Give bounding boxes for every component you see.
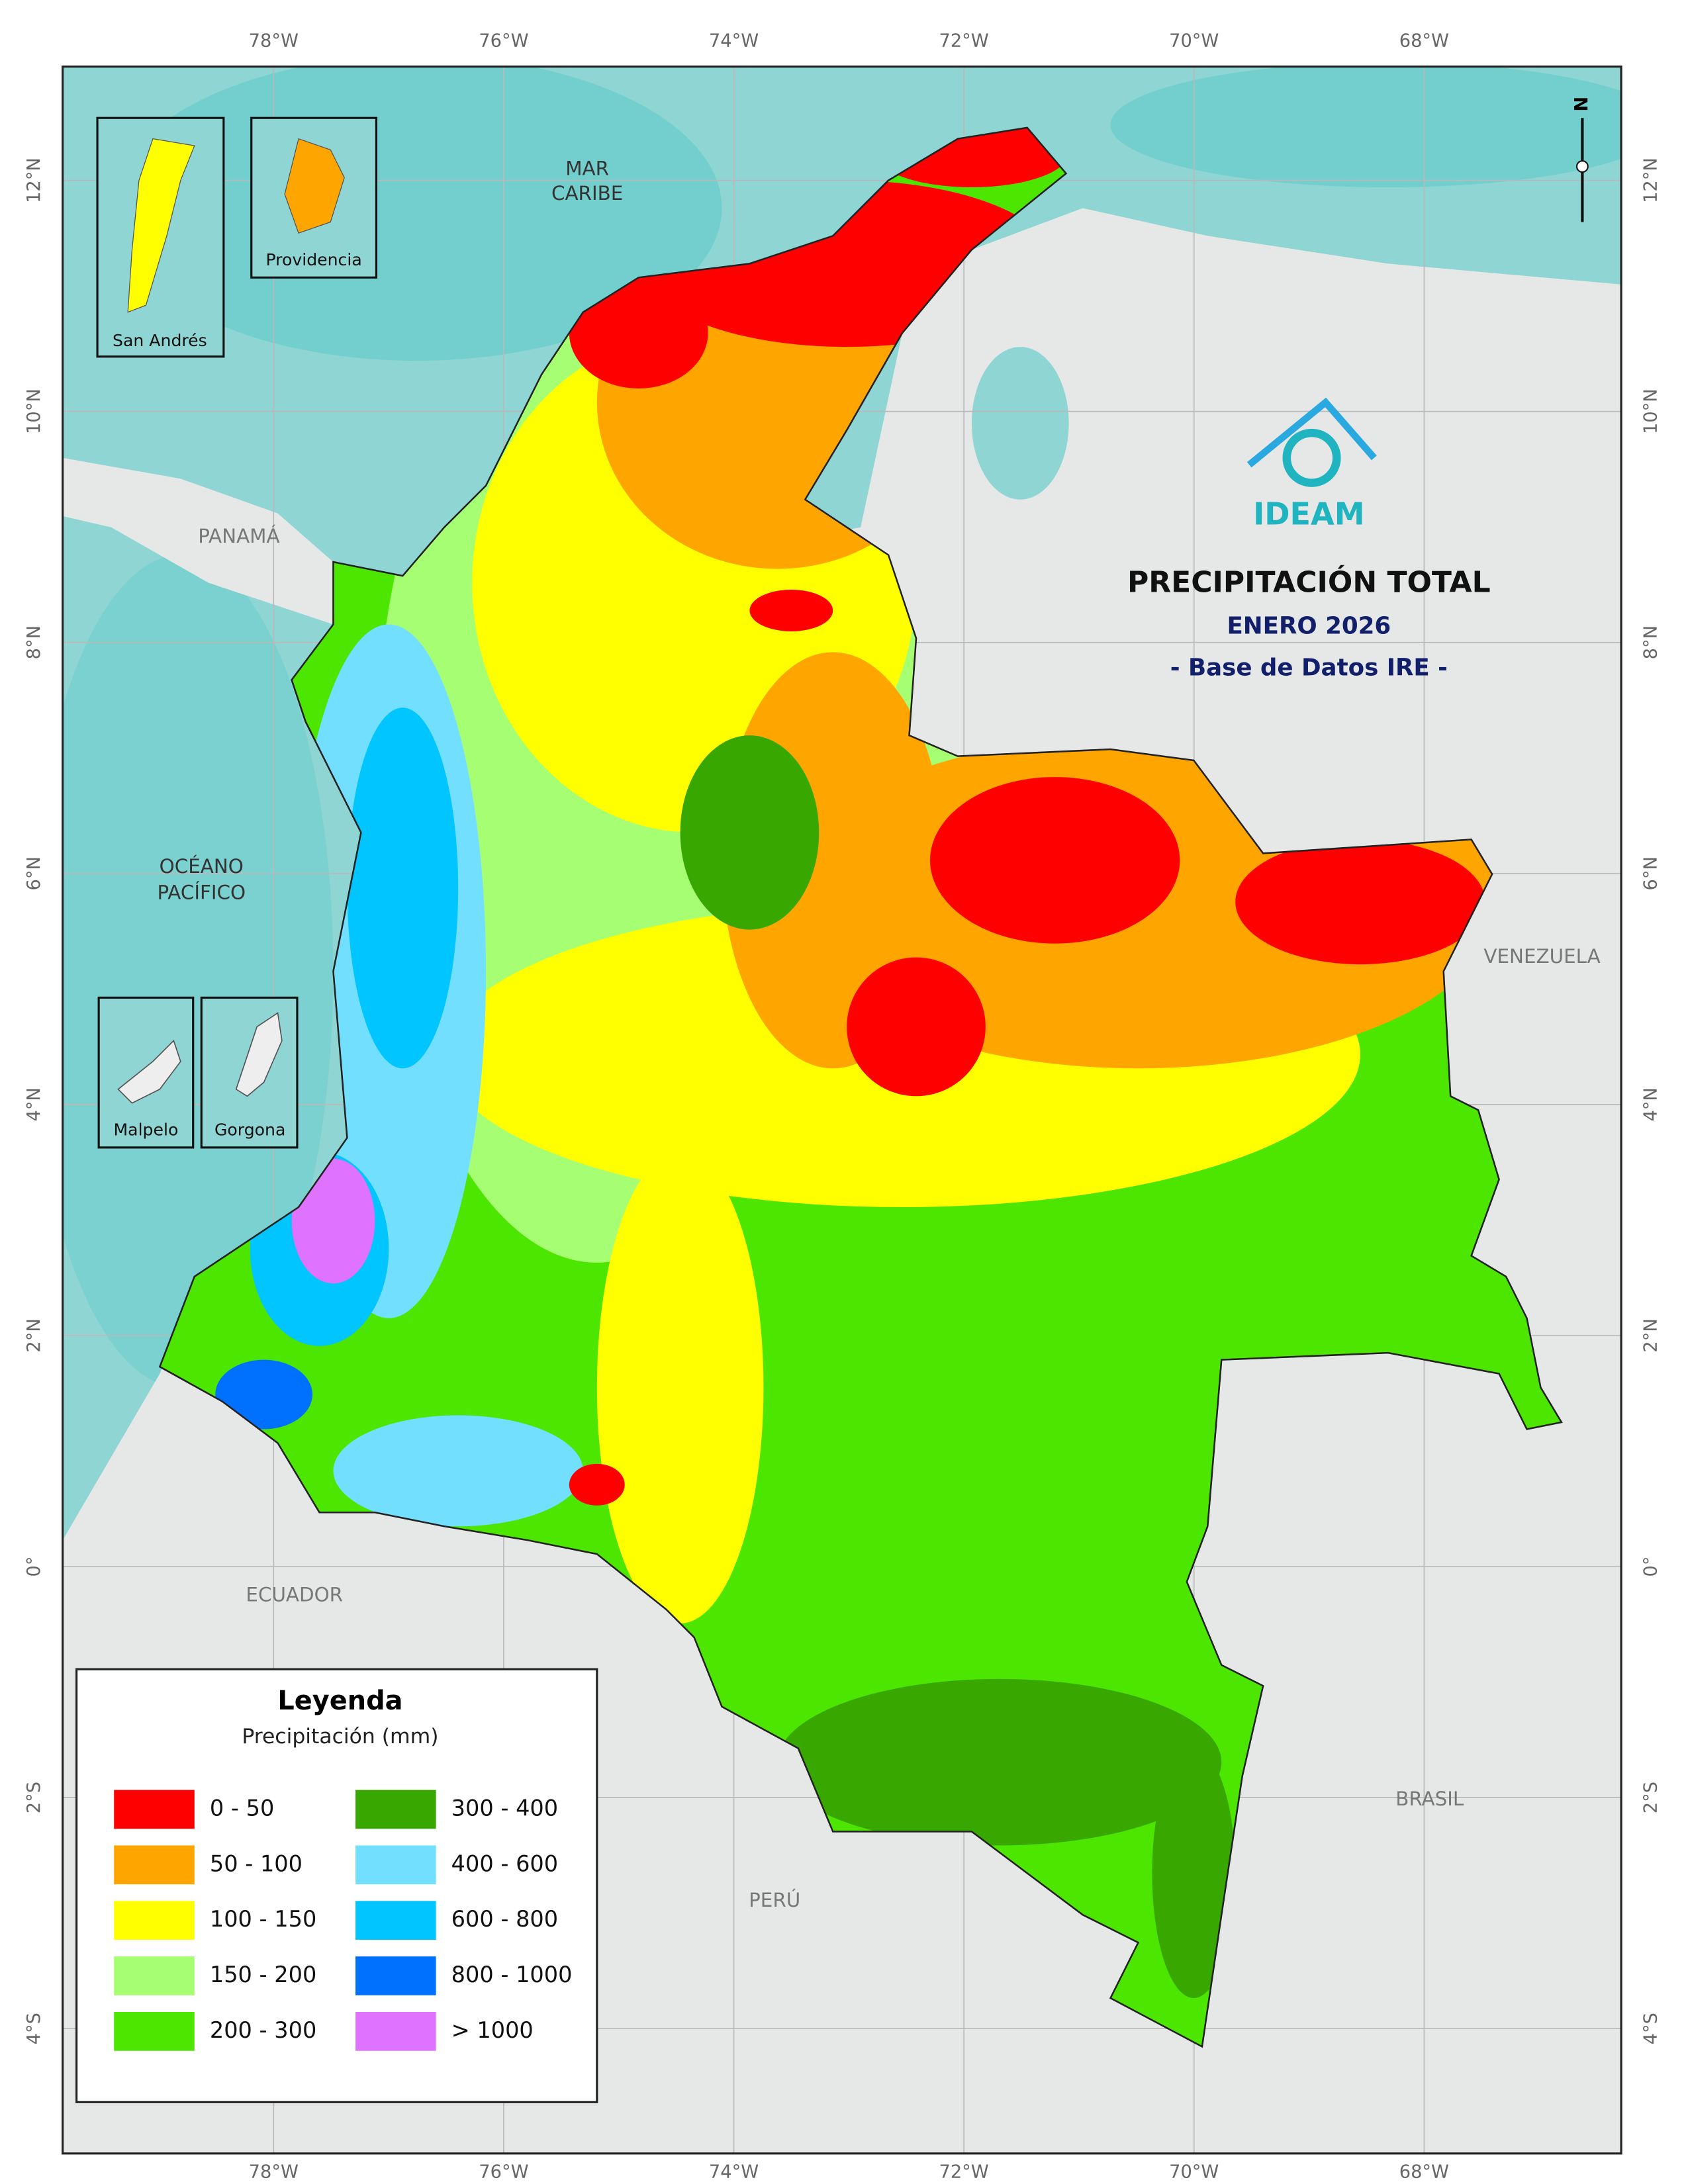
- country-label: ECUADOR: [246, 1584, 343, 1606]
- legend-swatch: [114, 1845, 195, 1885]
- lon-label: 78°W: [249, 2162, 299, 2183]
- map-title: PRECIPITACIÓN TOTAL: [1127, 565, 1491, 600]
- inset-label: Providencia: [265, 250, 361, 269]
- lat-label: 4°S: [1641, 2013, 1662, 2044]
- lake: [971, 347, 1069, 500]
- lon-label: 74°W: [709, 2162, 759, 2183]
- map-period: ENERO 2026: [1227, 613, 1391, 640]
- legend-label: 100 - 150: [210, 1906, 316, 1932]
- lon-label: 72°W: [939, 30, 989, 51]
- lat-label: 6°N: [24, 856, 44, 890]
- lat-label: 4°N: [24, 1087, 44, 1121]
- lat-label: 12°N: [1641, 158, 1662, 203]
- map-source: - Base de Datos IRE -: [1170, 655, 1448, 682]
- legend-swatch: [114, 1790, 195, 1829]
- inset-label: Gorgona: [214, 1120, 285, 1140]
- legend-swatch: [114, 2012, 195, 2051]
- lat-label: 2°S: [1641, 1782, 1662, 1813]
- north-arrow: [1575, 160, 1589, 173]
- sea-label: CARIBE: [551, 182, 623, 205]
- lon-label: 68°W: [1399, 30, 1449, 51]
- legend-subtitle: Precipitación (mm): [242, 1725, 438, 1749]
- lon-label: 74°W: [709, 30, 759, 51]
- legend-swatch: [114, 1956, 195, 1995]
- lat-label: 10°N: [24, 388, 44, 434]
- lat-label: 8°N: [24, 625, 44, 659]
- sea-label: MAR: [565, 157, 609, 179]
- inset-label: Malpelo: [113, 1120, 178, 1140]
- legend-swatch: [355, 1901, 436, 1940]
- legend-label: 200 - 300: [210, 2017, 316, 2043]
- map-frame: [62, 66, 1622, 2155]
- sea-deep: [1110, 66, 1622, 188]
- island: [117, 1039, 181, 1104]
- legend-label: > 1000: [451, 2017, 534, 2043]
- lat-label: 8°N: [1641, 625, 1662, 659]
- lat-label: 6°N: [1641, 856, 1662, 890]
- lat-label: 2°N: [1641, 1318, 1662, 1352]
- lon-label: 70°W: [1169, 30, 1219, 51]
- map-body: [62, 66, 1622, 2154]
- legend-title: Leyenda: [277, 1686, 402, 1716]
- country-label: PANAMÁ: [198, 524, 279, 547]
- north-label: N: [1571, 97, 1592, 112]
- island: [284, 138, 345, 234]
- lon-label: 76°W: [479, 30, 528, 51]
- lat-label: 2°S: [24, 1782, 44, 1813]
- country-label: PERÚ: [749, 1888, 800, 1911]
- sea-label: PACÍFICO: [157, 881, 246, 904]
- legend-label: 50 - 100: [210, 1850, 303, 1876]
- sea-label: OCÉANO: [160, 854, 244, 878]
- lat-label: 12°N: [24, 158, 44, 203]
- legend-swatch: [114, 1901, 195, 1940]
- legend-swatch: [355, 1790, 436, 1829]
- island: [235, 1012, 283, 1097]
- lat-label: 0°: [24, 1557, 44, 1577]
- logo-roof: [1246, 397, 1377, 468]
- lat-label: 0°: [1641, 1557, 1662, 1577]
- logo-text: IDEAM: [1253, 496, 1365, 531]
- legend-label: 600 - 800: [451, 1906, 558, 1932]
- legend-label: 150 - 200: [210, 1962, 316, 1987]
- legend-swatch: [355, 1845, 436, 1885]
- lat-label: 10°N: [1641, 388, 1662, 434]
- logo-swirl: [1282, 428, 1341, 487]
- country-label: BRASIL: [1395, 1788, 1464, 1810]
- island: [127, 138, 195, 313]
- inset-label: San Andrés: [113, 331, 207, 350]
- legend-swatch: [355, 1956, 436, 1995]
- sea-deep: [62, 555, 334, 1388]
- country-label: VENEZUELA: [1483, 945, 1600, 968]
- lat-label: 4°S: [24, 2013, 44, 2044]
- legend-label: 0 - 50: [210, 1795, 274, 1821]
- legend-label: 300 - 400: [451, 1795, 558, 1821]
- lat-label: 4°N: [1641, 1087, 1662, 1121]
- legend-label: 800 - 1000: [451, 1962, 573, 1987]
- panama-land: [62, 457, 334, 625]
- legend-label: 400 - 600: [451, 1850, 558, 1876]
- legend-swatch: [355, 2012, 436, 2051]
- lon-label: 68°W: [1399, 2162, 1449, 2183]
- lon-label: 72°W: [939, 2162, 989, 2183]
- lon-label: 76°W: [479, 2162, 528, 2183]
- legend-items: 0 - 50 50 - 100 100 - 150 150 - 200 200 - 30…: [114, 1790, 572, 2051]
- lon-label: 78°W: [249, 30, 299, 51]
- lat-label: 2°N: [24, 1318, 44, 1352]
- colombia-border: [158, 126, 1563, 2048]
- lon-label: 70°W: [1169, 2162, 1219, 2183]
